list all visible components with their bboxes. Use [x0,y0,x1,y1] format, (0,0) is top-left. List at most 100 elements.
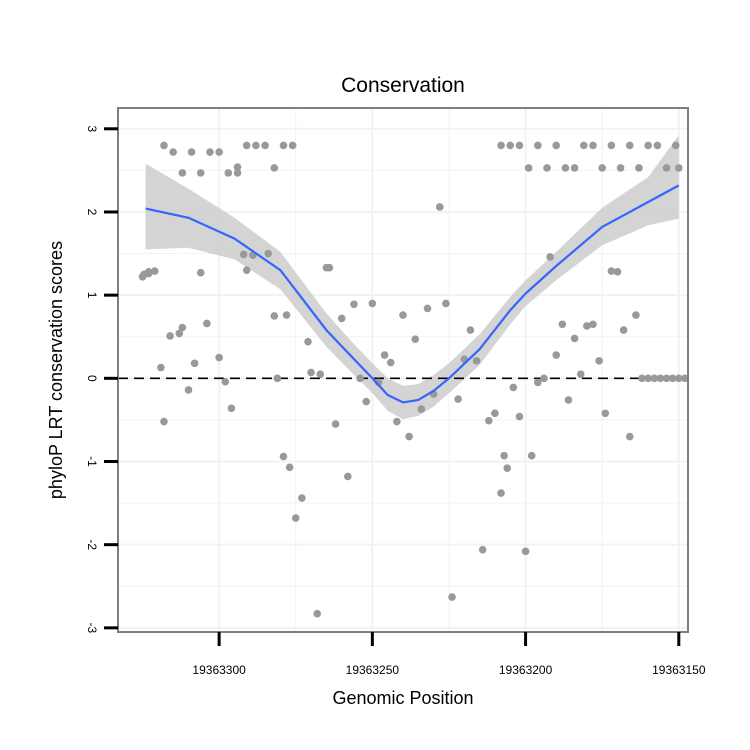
data-point [546,253,554,261]
data-point [540,374,548,383]
data-point [160,417,168,426]
data-point [196,268,205,277]
data-point [337,314,346,323]
y-tick-label: 2 [85,209,99,216]
data-point [607,141,616,150]
data-point [454,395,462,403]
data-point [515,412,524,421]
data-point [497,489,505,497]
data-point [380,351,389,359]
data-point [561,164,570,172]
chart-title: Conservation [341,74,465,97]
data-point [386,358,395,367]
data-point [668,374,677,383]
data-point [583,322,591,330]
data-point [184,386,193,394]
data-point [515,141,524,150]
data-point [632,311,640,319]
data-point [325,263,334,272]
data-point [270,164,279,172]
data-point [576,370,585,378]
data-point [288,141,297,150]
x-tick-label: 19363300 [192,663,246,677]
data-point [279,141,288,150]
data-point [500,451,508,460]
data-point [215,148,223,156]
data-point [233,169,242,177]
data-point [503,464,511,472]
data-point [298,494,306,502]
data-point [203,319,211,328]
data-point [671,141,680,150]
data-point [233,163,242,171]
data-point [178,323,187,332]
data-point [190,359,199,368]
data-point [448,593,456,601]
x-tick-label: 19363150 [652,663,706,677]
data-point [601,409,610,418]
y-axis: -3 -2 -1 0 1 2 3 [85,125,118,634]
grid-layer [118,108,688,632]
data-point [227,404,236,413]
data-point [534,378,542,387]
data-point [675,374,683,383]
data-point [291,514,300,522]
data-point [221,377,230,386]
data-point [157,363,165,372]
data-point [362,397,371,406]
data-point [187,148,196,156]
data-point [178,169,187,177]
data-point [169,148,177,156]
data-point [150,267,159,275]
data-point [356,374,364,383]
x-axis: 19363300 19363250 19363200 19363150 [192,632,706,677]
data-point [589,320,597,329]
data-point [215,353,223,362]
data-point [613,268,622,276]
data-point [681,374,689,383]
data-point [607,267,616,275]
data-point [478,545,487,554]
data-point [399,311,407,319]
y-tick-label: -2 [85,539,99,550]
data-point [638,374,646,383]
data-point [570,334,579,343]
data-point [644,141,652,150]
data-point [472,357,481,365]
y-axis-label: phyloP LRT conservation scores [46,241,66,499]
data-point [350,300,358,309]
data-point [331,420,340,428]
data-point [509,383,518,392]
x-tick-label: 19363250 [346,663,400,677]
data-point [242,141,251,150]
data-point [344,472,352,481]
data-point [196,169,205,177]
data-point [524,164,533,172]
data-point [144,269,153,278]
data-point [282,311,291,319]
data-point [625,141,634,150]
x-tick-label: 19363200 [499,663,553,677]
data-point [466,326,475,334]
data-point [570,164,579,172]
data-point [175,329,184,338]
data-point [619,326,628,334]
data-point [405,432,413,441]
data-point [558,320,567,329]
data-point [224,169,233,177]
data-point [423,304,432,313]
data-point [206,148,214,156]
data-point [497,141,505,150]
y-tick-label: 1 [85,292,99,299]
data-point [662,374,671,383]
data-point [307,368,315,377]
panel-border [117,107,689,633]
data-point [417,405,426,413]
data-point [166,332,174,340]
data-point [261,141,269,150]
y-tick-label: 0 [85,375,99,382]
point-layer [138,141,689,618]
data-point [580,141,588,150]
data-point [527,451,536,460]
